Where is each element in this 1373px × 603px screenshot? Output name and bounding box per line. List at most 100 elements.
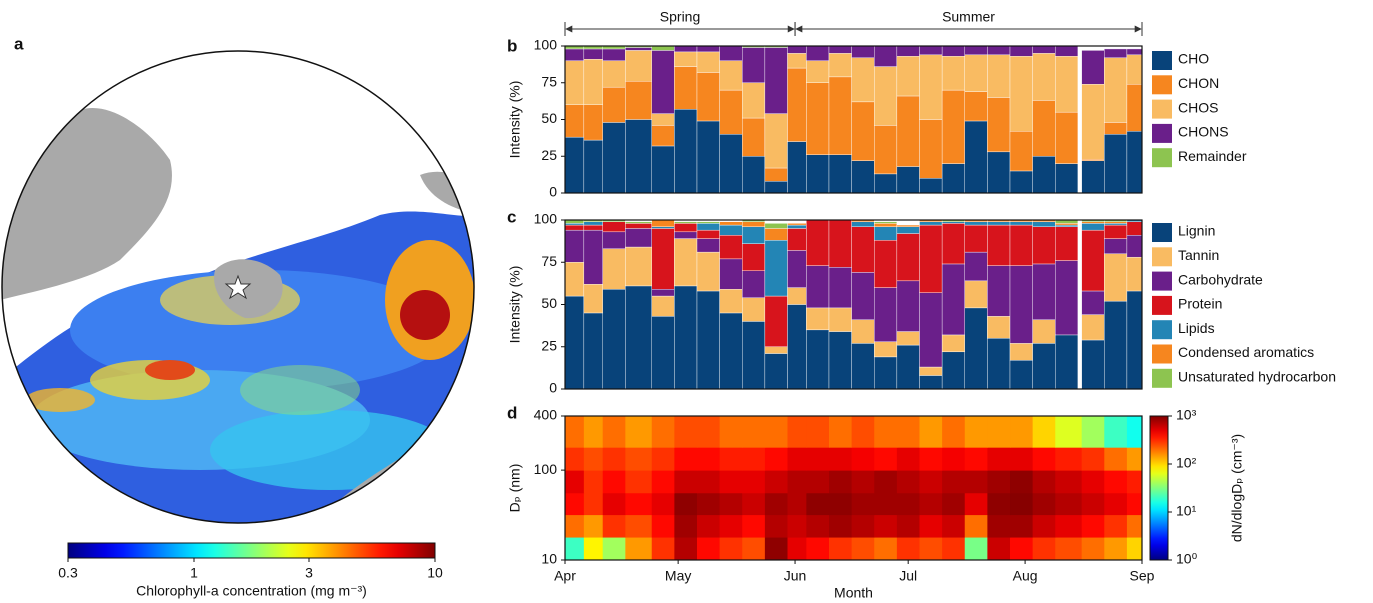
heatmap-cell [625, 447, 653, 471]
heatmap-cell [787, 416, 807, 448]
bar-segment [696, 251, 720, 292]
bar-segment [564, 224, 585, 231]
heatmap-cell [787, 492, 807, 516]
bar-segment [828, 154, 852, 194]
y-tick-label: 25 [541, 147, 557, 163]
bar-segment [964, 280, 988, 309]
heatmap-cell [1081, 447, 1105, 471]
legend-label: CHONS [1178, 124, 1229, 140]
bar-segment [1081, 50, 1105, 85]
heatmap-cell [625, 492, 653, 516]
heatmap-cell [828, 416, 853, 448]
heatmap-cell [1081, 537, 1105, 561]
bar-segment [1081, 229, 1105, 292]
bar-segment [851, 57, 875, 103]
heatmap-cell [764, 514, 789, 538]
period-label: Spring [660, 9, 700, 25]
heatmap-cell [674, 537, 698, 561]
heatmap-cell [987, 537, 1011, 561]
bar-segment [674, 66, 698, 110]
panel-letter: b [507, 36, 517, 55]
colorbar [67, 542, 436, 559]
bar-segment [742, 297, 766, 322]
heatmap-cell [764, 537, 789, 561]
colorbar [1149, 415, 1169, 561]
legend-label: Lignin [1178, 223, 1215, 239]
legend-swatch [1152, 247, 1172, 267]
heatmap-cell [602, 537, 626, 561]
heatmap-cell [583, 470, 604, 494]
bar-segment [919, 119, 943, 179]
bar-segment [787, 67, 807, 142]
heatmap-cell [1081, 470, 1105, 494]
bar-segment [602, 248, 626, 290]
heatmap-cell [1010, 447, 1034, 471]
bar-segment [1032, 45, 1056, 54]
bar-segment [1032, 221, 1056, 227]
heatmap-cell [719, 470, 743, 494]
legend-label: Condensed aromatics [1178, 344, 1314, 360]
heatmap-cell [696, 492, 721, 516]
bar-segment [583, 284, 603, 314]
bar-segment [1104, 253, 1128, 302]
heatmap-cell [583, 537, 604, 561]
heatmap-cell [764, 492, 789, 516]
bar-segment [564, 229, 585, 263]
heatmap-cell [742, 470, 766, 494]
bar-segment [964, 120, 988, 194]
heatmap-cell [851, 416, 875, 448]
heatmap-cell [787, 537, 807, 561]
bar-segment [1126, 221, 1143, 236]
bar-segment [674, 45, 698, 53]
bar-segment [828, 331, 852, 390]
heatmap-cell [919, 514, 943, 538]
bar-segment [851, 343, 875, 390]
bar-segment [941, 45, 965, 57]
heatmap-cell [674, 514, 698, 538]
bar-segment [896, 226, 920, 234]
bar-segment [1055, 111, 1079, 164]
bar-segment [987, 224, 1011, 266]
bar-segment [1104, 57, 1128, 123]
heatmap-cell [1126, 514, 1143, 538]
heatmap-cell [874, 537, 898, 561]
bar-segment [719, 89, 743, 135]
bar-segment [1104, 221, 1128, 224]
legend-swatch [1152, 123, 1172, 143]
bar-segment [764, 223, 788, 229]
heatmap-cell [583, 492, 604, 516]
bar-segment [742, 243, 766, 271]
heatmap-cell [719, 447, 743, 471]
legend-label: CHON [1178, 75, 1219, 91]
bar-segment [987, 338, 1011, 390]
bar-segment [896, 166, 920, 194]
heatmap-cell [565, 447, 585, 471]
heatmap-cell [851, 492, 875, 516]
heatmap-cell [896, 416, 920, 448]
heatmap-cell [806, 537, 830, 561]
panel-letter: d [507, 403, 517, 422]
heatmap-cell [828, 492, 853, 516]
bar-segment [964, 91, 988, 122]
bar-segment [1081, 158, 1105, 161]
heatmap-cell [1032, 537, 1056, 561]
bar-segment [987, 45, 1011, 56]
bar-segment [764, 167, 788, 182]
y-tick-label: 100 [534, 211, 558, 227]
bar-segment [987, 97, 1011, 153]
heatmap-cell [851, 514, 875, 538]
bar-segment [964, 45, 988, 56]
bar-segment [696, 223, 720, 231]
heatmap-cell [696, 416, 721, 448]
heatmap-cell [565, 470, 585, 494]
bar-segment [625, 119, 652, 194]
heatmap-cell [1032, 514, 1056, 538]
heatmap-cell [828, 514, 853, 538]
bar-segment [564, 223, 585, 226]
bar-segment [1104, 122, 1128, 135]
heatmap-cell [742, 447, 766, 471]
period-label: Summer [942, 9, 995, 25]
legend-swatch [1152, 99, 1172, 119]
bar-segment [564, 262, 585, 297]
bar-segment [919, 221, 943, 226]
